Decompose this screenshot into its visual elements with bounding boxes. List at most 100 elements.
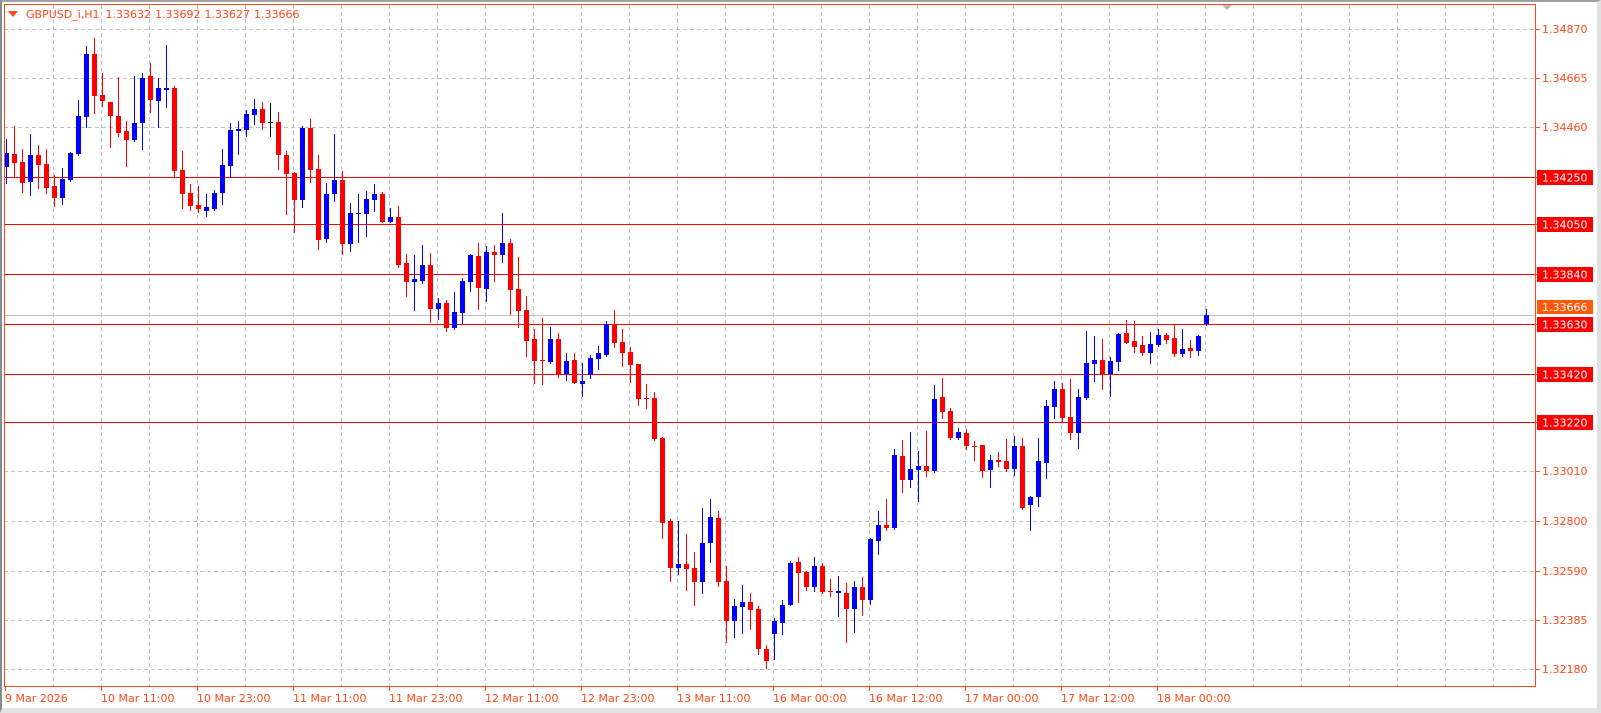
candle-body [124, 131, 129, 140]
candle [516, 257, 521, 328]
candle [676, 521, 681, 575]
candle-body [748, 602, 753, 610]
candle [308, 119, 313, 183]
candle-body [964, 433, 969, 446]
price-label: 1.32385 [1542, 614, 1588, 627]
candle [1124, 320, 1129, 344]
candle [852, 581, 857, 633]
candle [44, 149, 49, 194]
candle [412, 255, 417, 311]
candle [140, 73, 145, 150]
candle [292, 172, 297, 233]
high-value: 1.33692 [155, 7, 201, 21]
candle-body [628, 352, 633, 365]
level-price-label: 1.33420 [1542, 369, 1588, 382]
time-label: 11 Mar 11:00 [293, 692, 366, 705]
candle [100, 73, 105, 107]
candle-body [716, 518, 721, 582]
candle [820, 563, 825, 594]
candle [220, 149, 225, 205]
candle [332, 134, 337, 202]
triangle-down-icon[interactable] [8, 11, 18, 17]
candle [524, 296, 529, 357]
candle-body [652, 398, 657, 439]
candle [884, 499, 889, 531]
candle [796, 557, 801, 603]
candle-body [156, 88, 161, 101]
candle-body [868, 539, 873, 600]
close-value: 1.33666 [254, 7, 300, 21]
candle-body [148, 76, 153, 100]
grid-lines [4, 5, 1536, 686]
candle-body [692, 568, 697, 582]
candle-body [1020, 446, 1025, 508]
candle-body [372, 194, 377, 200]
candle [388, 208, 393, 223]
candle-body [516, 289, 521, 311]
candle-body [900, 456, 905, 480]
candle [460, 278, 465, 324]
candle [900, 440, 905, 493]
candle-body [812, 566, 817, 587]
candle-body [164, 88, 169, 90]
candle-body [204, 207, 209, 211]
candle [236, 121, 241, 155]
candle [244, 110, 249, 137]
horizontal-level-lines[interactable] [4, 177, 1536, 423]
candle [452, 292, 457, 330]
candle [988, 455, 993, 488]
candle [812, 557, 817, 592]
chart-shift-marker-icon[interactable] [1222, 5, 1232, 10]
candle [108, 102, 113, 148]
candle [60, 168, 65, 205]
candle-body [636, 364, 641, 399]
candle [604, 321, 609, 357]
candle-body [332, 180, 337, 194]
candle-body [92, 54, 97, 96]
candle [892, 449, 897, 530]
candle-body [532, 339, 537, 361]
candle-body [1092, 360, 1097, 364]
open-value: 1.33632 [105, 7, 152, 21]
candle-body [724, 581, 729, 621]
candle-body [620, 342, 625, 353]
chart-header: GBPUSD_i,H1 1.33632 1.33692 1.33627 1.33666 [8, 6, 304, 22]
candle [628, 347, 633, 383]
candle-body [356, 213, 361, 214]
level-label-bg [1537, 367, 1593, 382]
time-label: 11 Mar 23:00 [389, 692, 462, 705]
candle-body [1076, 397, 1081, 433]
candle [1164, 333, 1169, 344]
candle-body [484, 252, 489, 289]
candle [1188, 340, 1193, 358]
candle [148, 63, 153, 113]
candle [20, 149, 25, 193]
candle-body [524, 310, 529, 341]
candle-body [660, 438, 665, 523]
candle-body [564, 361, 569, 374]
candle-body [596, 353, 601, 359]
candle-body [460, 281, 465, 313]
candle-body [420, 265, 425, 281]
candle-body [132, 123, 137, 140]
candle-body [1036, 461, 1041, 497]
candle-body [340, 180, 345, 244]
candle [492, 245, 497, 282]
candle-body [1204, 315, 1209, 324]
candle-body [1108, 361, 1113, 374]
level-label-bg [1537, 415, 1593, 430]
candle [164, 45, 169, 108]
level-price-label: 1.34050 [1542, 219, 1588, 232]
candle-body [76, 116, 81, 154]
candle [532, 329, 537, 384]
candle [404, 254, 409, 297]
candle-body [772, 621, 777, 634]
candle [444, 300, 449, 332]
candle-body [732, 606, 737, 621]
candle [1036, 438, 1041, 507]
candle-body [764, 649, 769, 661]
candle [124, 121, 129, 167]
candle-body [276, 122, 281, 155]
candle-body [700, 543, 705, 582]
